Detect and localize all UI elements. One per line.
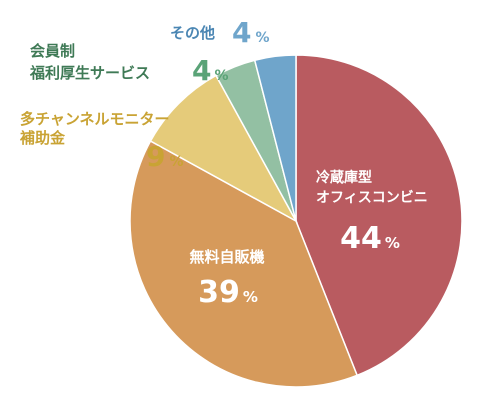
slice-4-name: その他 <box>170 24 215 42</box>
slice-2-value: 9 <box>146 140 165 173</box>
slice-4-value-label: 4% <box>232 16 270 49</box>
slice-4-unit: % <box>255 30 269 46</box>
slice-2-value-label: 9% <box>146 140 184 173</box>
slice-0-name-line-1: 冷蔵庫型 <box>316 169 372 186</box>
slice-0-value: 44 <box>340 221 382 256</box>
slice-1-unit: % <box>243 288 258 306</box>
slice-1-value: 39 <box>198 275 240 310</box>
slice-2-name-line-1: 多チャンネルモニター <box>20 110 170 128</box>
slice-3-value: 4 <box>192 54 211 87</box>
slice-2-unit: % <box>169 154 183 170</box>
slice-3-unit: % <box>214 68 228 84</box>
slice-label-name: 冷蔵庫型 オフィスコンビニ <box>316 169 428 206</box>
slice-3-value-label: 4% <box>192 54 229 87</box>
slice-3-name-line-2: 福利厚生サービス <box>29 64 150 82</box>
slice-4-value: 4 <box>232 16 251 49</box>
pie-slice-0 <box>295 54 463 377</box>
slice-3-name-line-1: 会員制 <box>30 42 75 60</box>
pie-slice-4 <box>253 54 297 222</box>
pie-slices <box>129 54 463 388</box>
slice-2-name-line-2: 補助金 <box>19 129 66 147</box>
pie-slice-2 <box>149 74 298 223</box>
slice-2-name: 多チャンネルモニター 補助金 <box>19 110 175 147</box>
slice-1-value-label: 39% <box>198 275 258 310</box>
slice-3-name: 会員制 福利厚生サービス <box>29 42 150 82</box>
slice-0-value-label: 44% <box>340 221 400 256</box>
slice-1-name: 無料自販機 <box>189 248 264 266</box>
pie-slice-1 <box>129 140 359 388</box>
slice-0-unit: % <box>385 234 400 252</box>
slice-0-name-line-2: オフィスコンビニ <box>316 190 428 206</box>
